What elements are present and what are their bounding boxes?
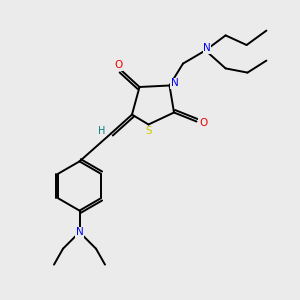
Text: N: N <box>76 227 83 237</box>
Text: H: H <box>98 126 105 136</box>
Text: N: N <box>203 43 211 53</box>
Text: N: N <box>171 78 178 88</box>
Text: O: O <box>114 60 123 70</box>
Text: O: O <box>199 118 207 128</box>
Text: S: S <box>146 126 152 136</box>
